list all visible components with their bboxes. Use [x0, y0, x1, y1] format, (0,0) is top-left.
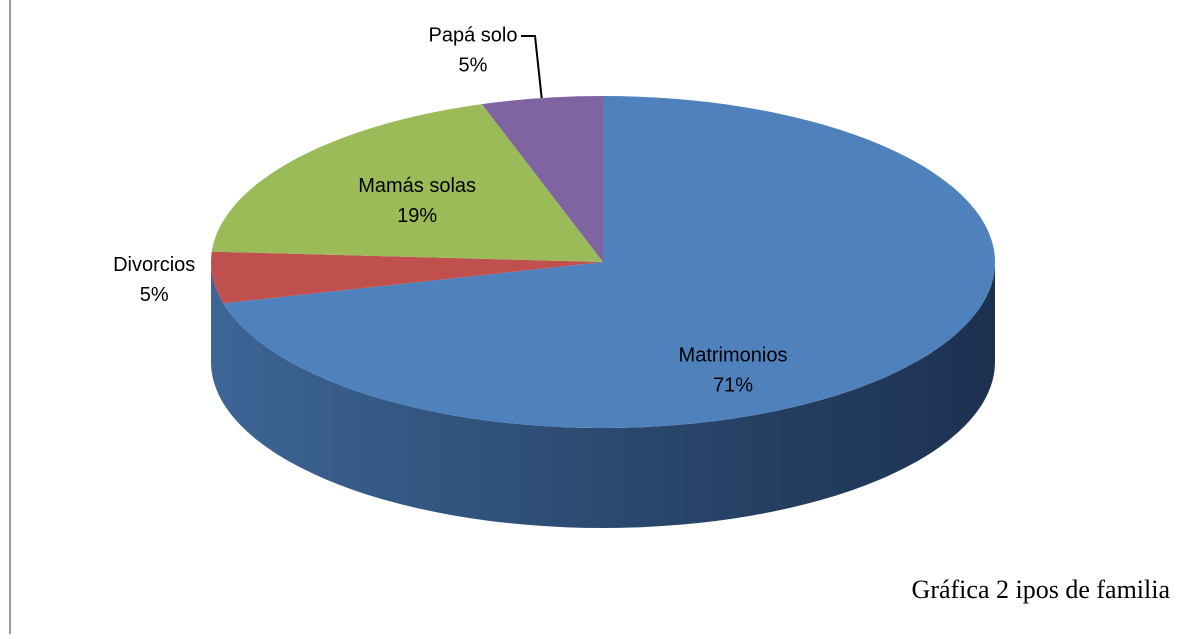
pie-slice — [481, 96, 603, 262]
pie-slice — [223, 96, 995, 428]
data-label-name: Mamás solas — [358, 175, 476, 197]
pie-slice — [211, 104, 603, 262]
data-label-name: Divorcios — [113, 254, 195, 276]
data-label-name: Matrimonios — [679, 344, 788, 366]
data-label-value: 5% — [459, 54, 488, 76]
data-label-value: 71% — [713, 374, 753, 396]
leader-line — [521, 35, 543, 99]
pie-side — [211, 262, 995, 528]
data-label-name: Papá solo — [429, 24, 518, 46]
pie-slice — [211, 251, 603, 304]
caption: Gráfica 2 ipos de familia — [912, 575, 1171, 604]
data-label-value: 5% — [140, 284, 169, 306]
data-label-value: 19% — [397, 205, 437, 227]
